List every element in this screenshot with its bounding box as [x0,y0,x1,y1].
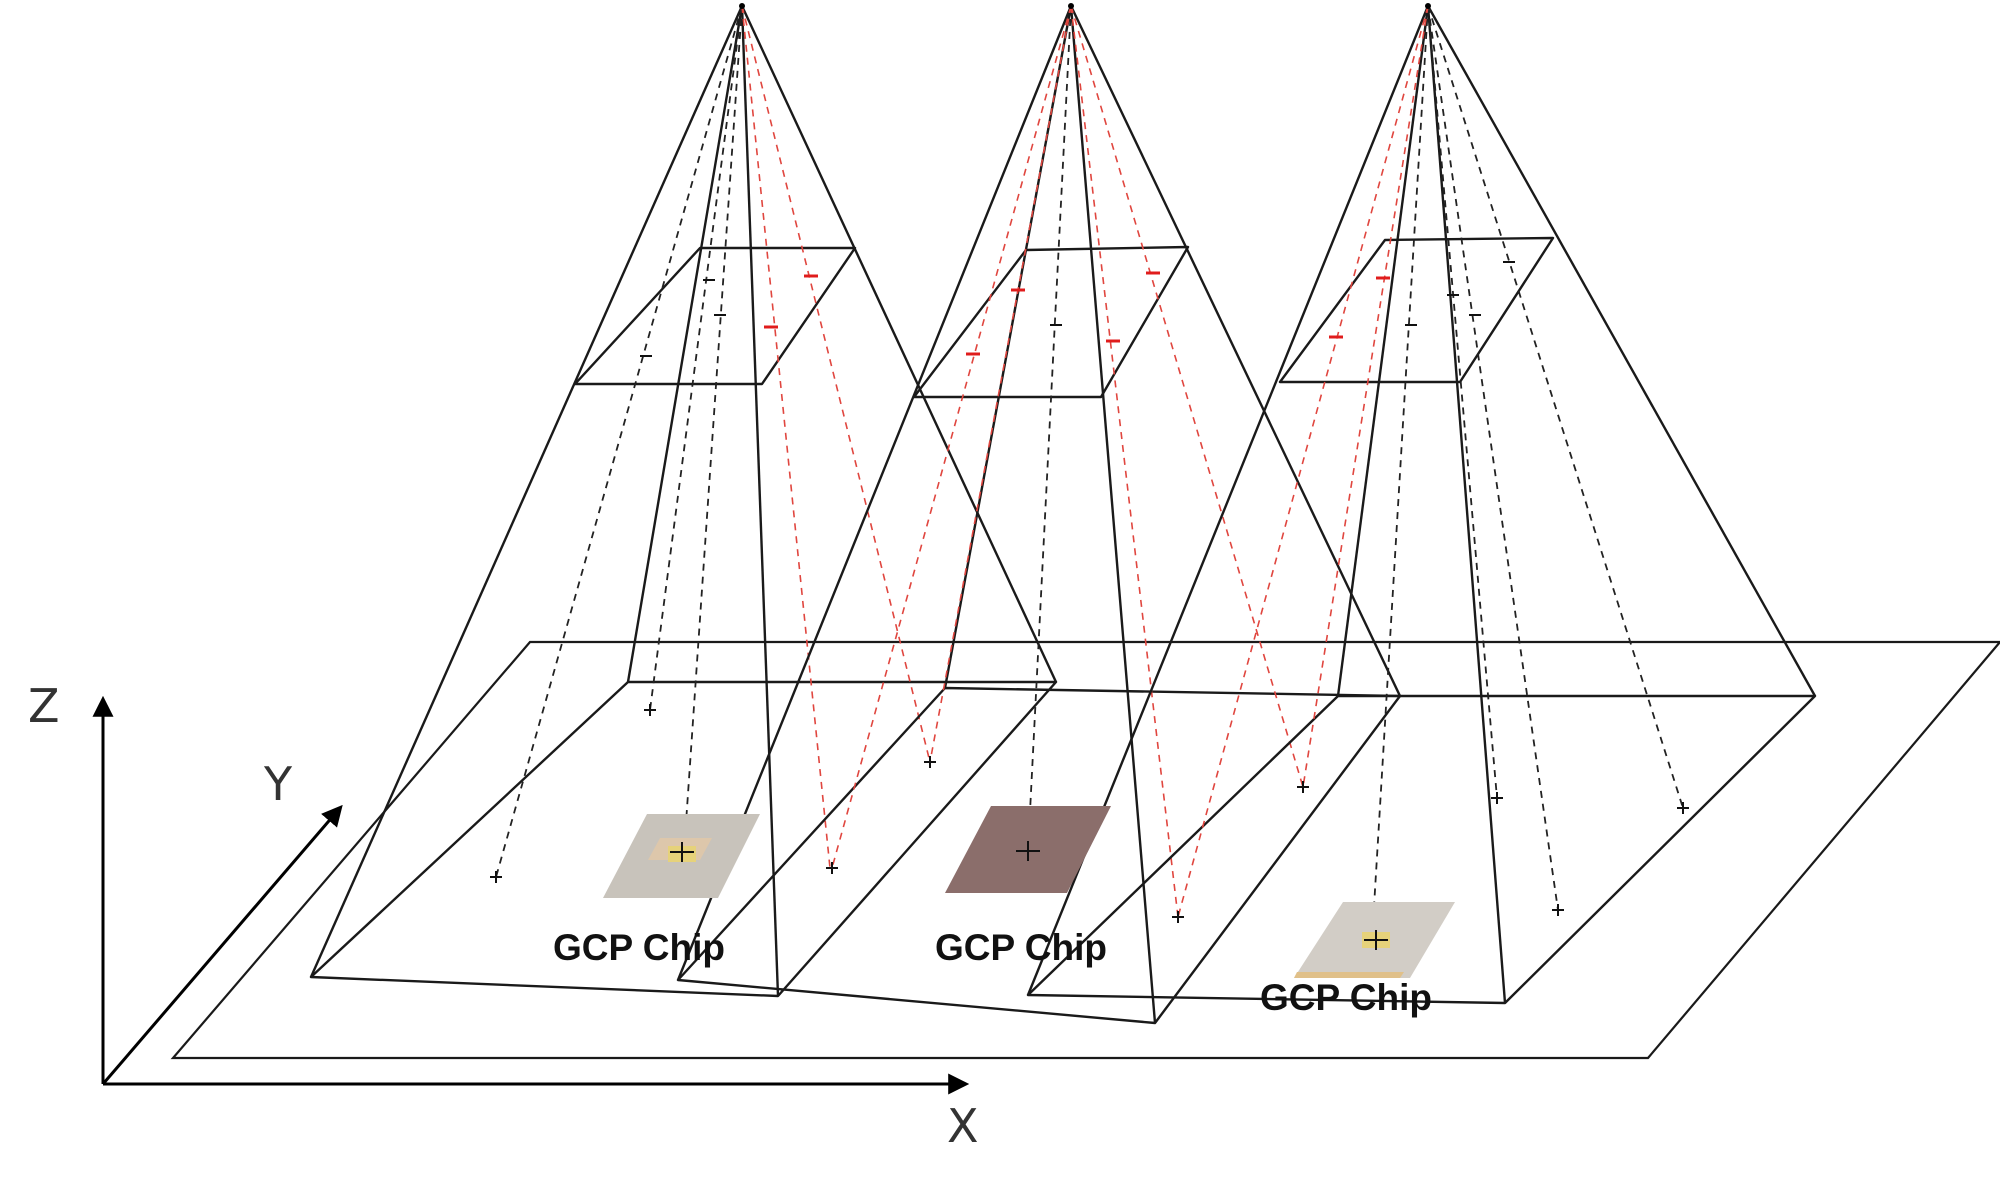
ground-plane [170,640,2000,1060]
camera-center-1 [739,3,745,9]
camera-center-3 [1425,3,1431,9]
y-axis [101,804,343,1085]
gcp-chip-label-1: GCP Chip [553,927,725,968]
image-plane-2 [912,245,1190,399]
camera-center-2 [1068,3,1074,9]
y-axis-label: Y [263,757,293,811]
gcp-chip-label-3: GCP Chip [1260,977,1432,1018]
x-axis-label: X [947,1099,979,1153]
camera-centers [739,3,1431,9]
gcp-chip-label-2: GCP Chip [935,927,1107,968]
camera-frustum-1 [309,5,1058,998]
ground-points [490,704,1689,923]
camera-frustum-3 [1026,5,1817,1005]
z-axis-label: Z [28,679,60,733]
gcp-chip-2: GCP Chip [935,806,1111,968]
gcp-chip-1: GCP Chip [553,814,760,968]
gcp-chip-3: GCP Chip [1260,902,1455,1018]
coordinate-axes: Z Y X [28,679,979,1153]
image-plane-3 [1278,236,1555,384]
